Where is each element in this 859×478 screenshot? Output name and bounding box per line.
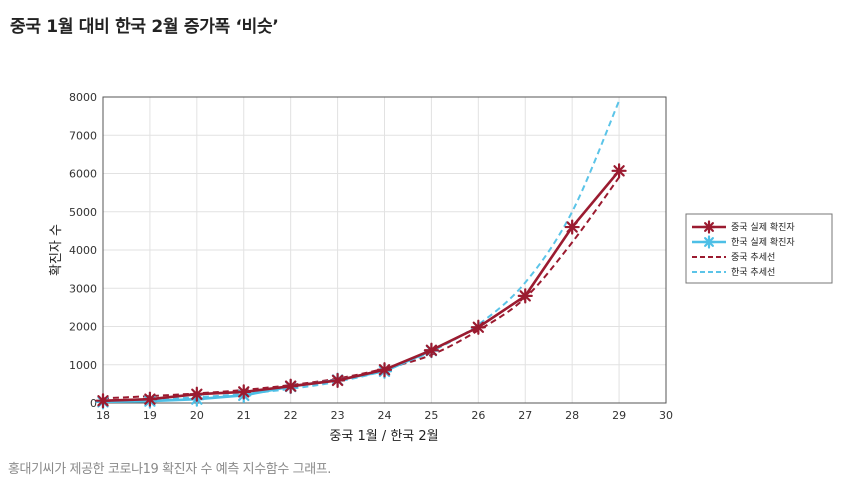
y-tick-label: 6000 bbox=[69, 168, 97, 181]
legend-marker bbox=[702, 220, 716, 234]
x-tick-label: 29 bbox=[612, 409, 626, 422]
x-tick-label: 23 bbox=[331, 409, 345, 422]
x-tick-label: 21 bbox=[237, 409, 251, 422]
data-point-china-actual bbox=[517, 288, 533, 304]
data-point-china-actual bbox=[564, 219, 580, 235]
data-point-china-actual bbox=[611, 163, 627, 179]
data-point-china-actual bbox=[189, 386, 205, 402]
series-china-actual bbox=[95, 163, 627, 409]
data-point-china-actual bbox=[95, 393, 111, 409]
legend-label: 한국 추세선 bbox=[731, 267, 775, 278]
data-point-china-actual bbox=[283, 378, 299, 394]
x-tick-label: 18 bbox=[96, 409, 110, 422]
series-group bbox=[95, 100, 627, 410]
data-point-china-actual bbox=[142, 391, 158, 407]
data-point-china-actual bbox=[470, 319, 486, 335]
legend-item-korea-trend: 한국 추세선 bbox=[692, 267, 775, 278]
y-tick-label: 2000 bbox=[69, 321, 97, 334]
y-tick-label: 3000 bbox=[69, 282, 97, 295]
legend-label: 중국 실제 확진자 bbox=[731, 221, 795, 233]
data-point-china-actual bbox=[329, 372, 346, 389]
legend-item-korea-actual: 한국 실제 확진자 bbox=[692, 235, 795, 249]
legend-item-china-trend: 중국 추세선 bbox=[692, 252, 775, 263]
y-tick-label: 8000 bbox=[69, 91, 97, 104]
y-tick-label: 0 bbox=[90, 397, 97, 410]
y-axis-title: 확진자 수 bbox=[49, 224, 64, 276]
legend-marker bbox=[702, 235, 716, 249]
data-point-china-actual bbox=[236, 384, 252, 400]
x-tick-label: 22 bbox=[284, 409, 298, 422]
legend-item-china-actual: 중국 실제 확진자 bbox=[692, 220, 795, 234]
y-tick-label: 1000 bbox=[69, 359, 97, 372]
x-tick-label: 30 bbox=[659, 409, 673, 422]
x-tick-label: 25 bbox=[424, 409, 438, 422]
x-tick-label: 20 bbox=[190, 409, 204, 422]
grid bbox=[102, 96, 667, 404]
line-chart: 0 1000 2000 3000 4000 5000 6000 7000 8000 18 19 20… bbox=[49, 91, 833, 444]
chart-figure: 0 1000 2000 3000 4000 5000 6000 7000 8000 18 19 20… bbox=[0, 80, 859, 450]
y-tick-label: 4000 bbox=[69, 244, 97, 257]
x-tick-label: 19 bbox=[143, 409, 157, 422]
x-axis-title: 중국 1월 / 한국 2월 bbox=[329, 429, 438, 444]
x-tick-label: 28 bbox=[565, 409, 579, 422]
headline: 중국 1월 대비 한국 2월 증가폭 ‘비슷’ bbox=[10, 17, 279, 37]
plot-frame bbox=[102, 96, 667, 404]
legend-label: 한국 실제 확진자 bbox=[731, 236, 795, 248]
series-korea-trend bbox=[102, 100, 621, 403]
x-axis-ticks: 18 19 20 21 22 23 24 25 26 27 28 29 30 bbox=[96, 409, 673, 422]
data-point-china-actual bbox=[423, 342, 440, 358]
x-tick-label: 27 bbox=[518, 409, 532, 422]
series-line-korea-trend bbox=[102, 100, 621, 403]
x-tick-label: 26 bbox=[471, 409, 485, 422]
image-caption: 홍대기씨가 제공한 코로나19 확진자 수 예측 지수함수 그래프. bbox=[8, 462, 332, 477]
y-tick-label: 5000 bbox=[69, 206, 97, 219]
y-axis-ticks: 0 1000 2000 3000 4000 5000 6000 7000 8000 bbox=[69, 91, 97, 410]
x-tick-label: 24 bbox=[378, 409, 392, 422]
series-line-korea-actual bbox=[102, 349, 432, 404]
data-point-china-actual bbox=[376, 362, 393, 378]
series-line-china-actual bbox=[102, 169, 621, 403]
legend-label: 중국 추세선 bbox=[731, 252, 775, 263]
y-tick-label: 7000 bbox=[69, 129, 97, 142]
